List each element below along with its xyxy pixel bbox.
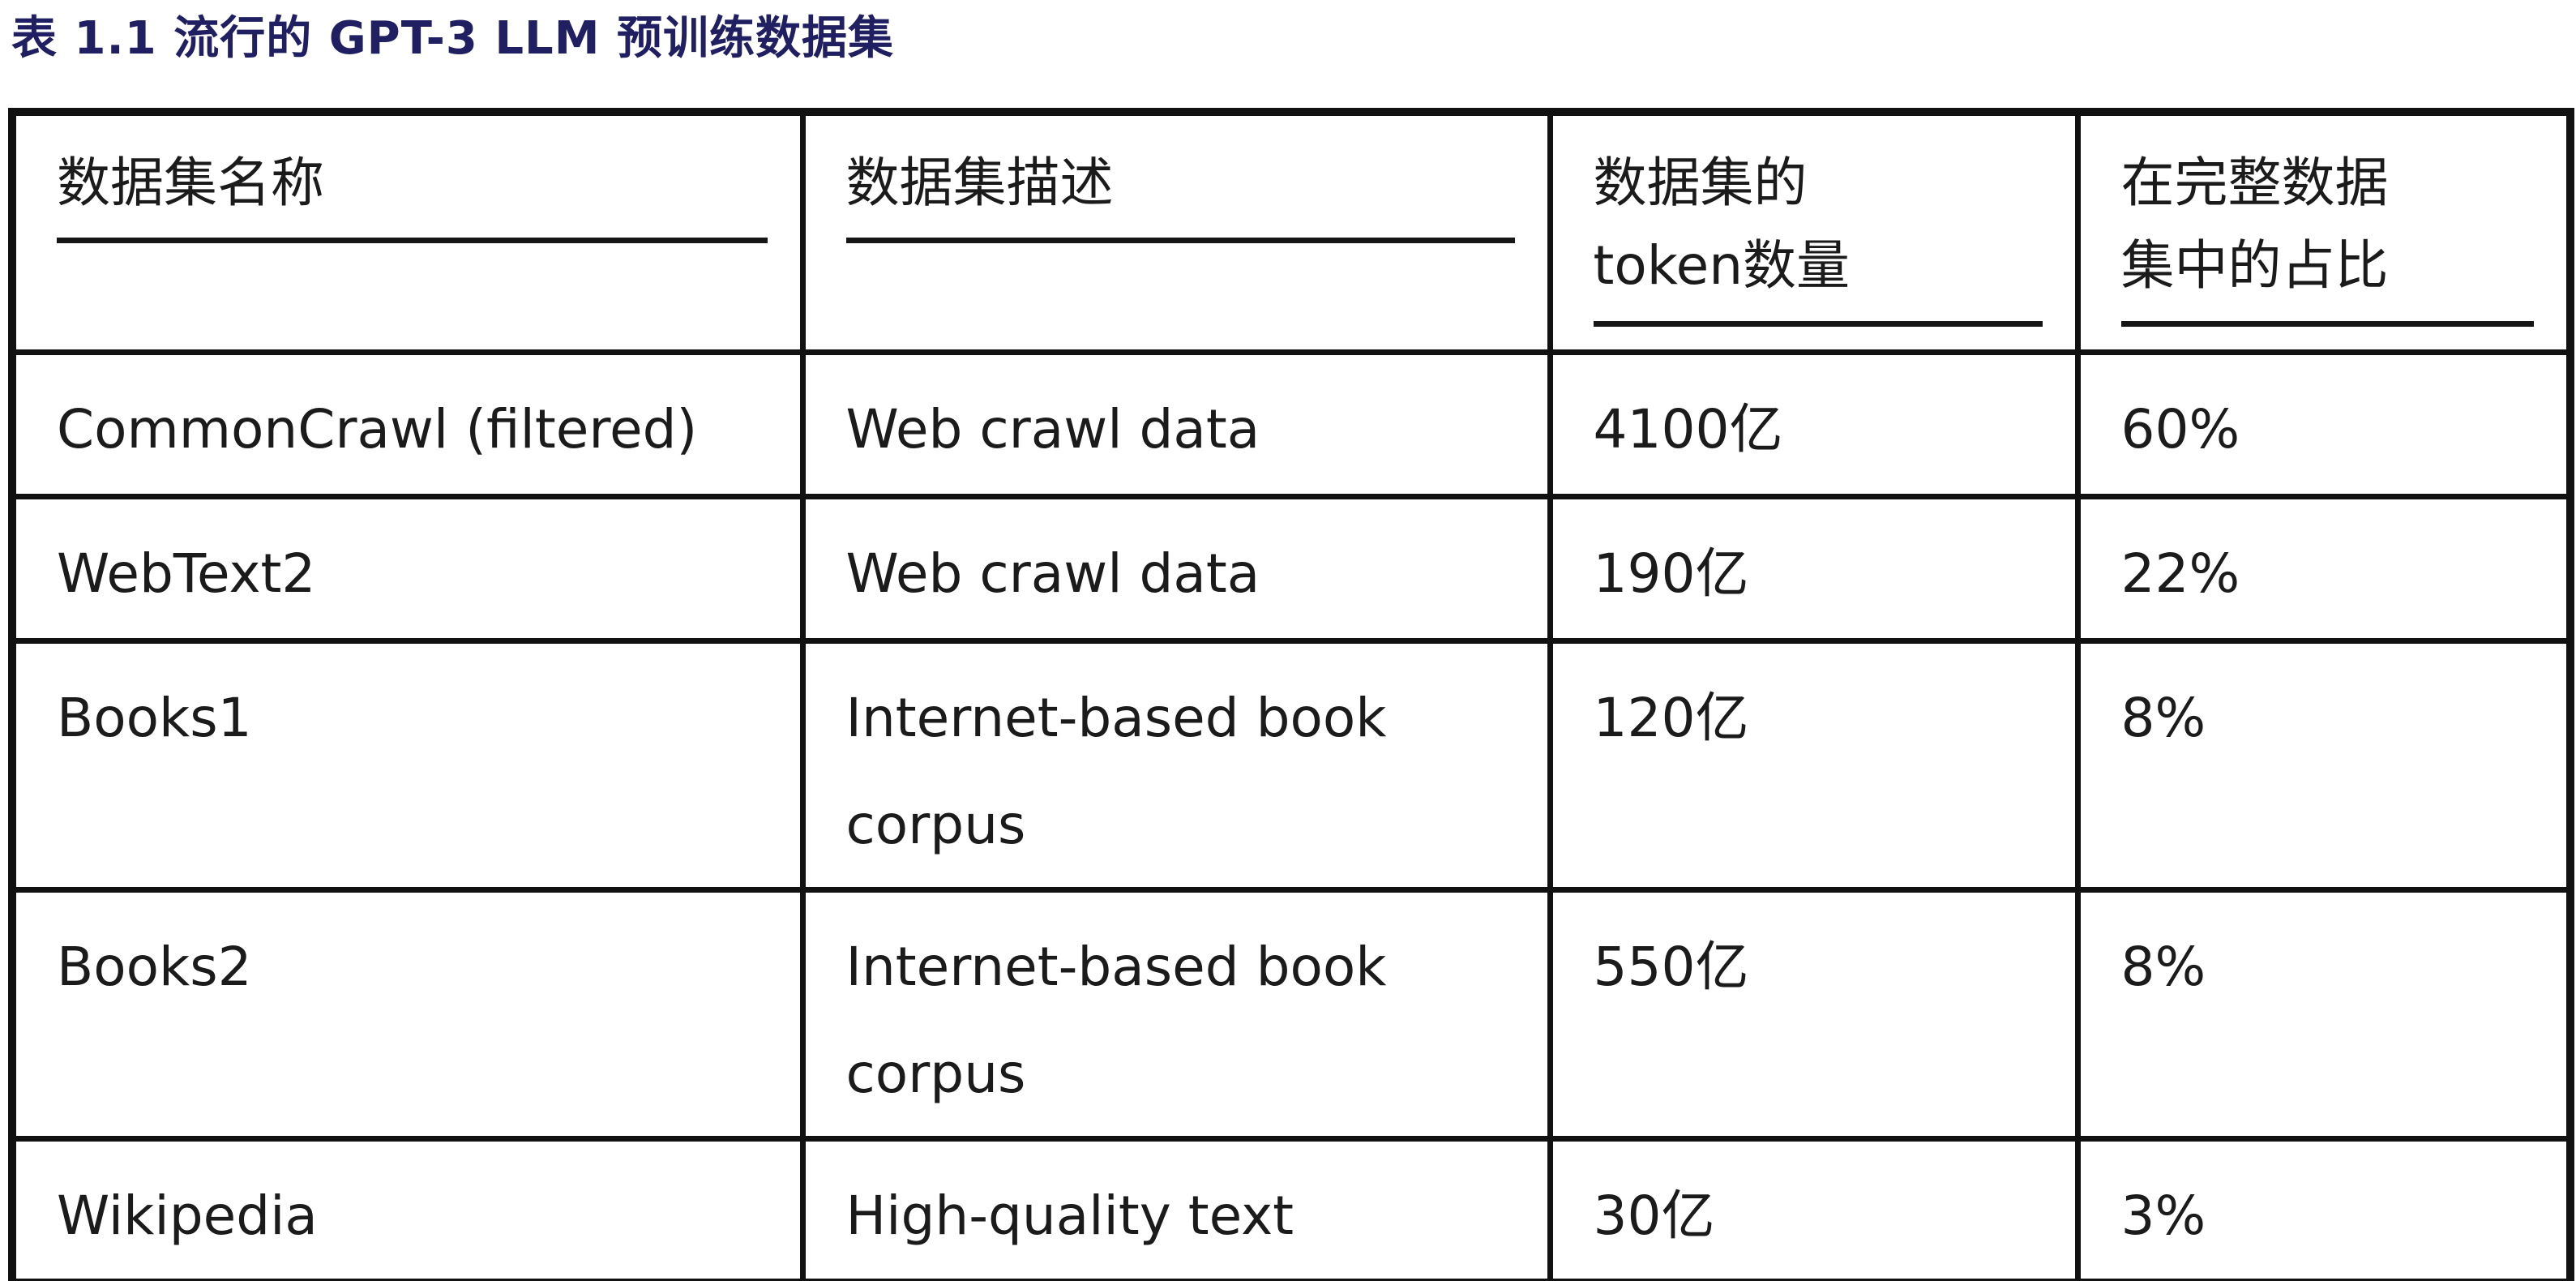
dataset-name: Books1 — [57, 686, 252, 749]
table-row-commoncrawl: CommonCrawl (filtered) Web crawl data 41… — [9, 349, 2574, 499]
share-cell: 60% — [2074, 349, 2574, 499]
header-cell-token-count: 数据集的 token数量 — [1547, 109, 2081, 355]
header-underline-block: 数据集名称 — [57, 142, 768, 244]
share-cell: 8% — [2074, 637, 2574, 893]
share-value: 8% — [2120, 686, 2206, 749]
token-count: 550亿 — [1593, 935, 1749, 998]
token-count-cell: 30亿 — [1547, 1135, 2081, 1281]
token-count: 120亿 — [1593, 686, 1749, 749]
share-cell: 22% — [2074, 493, 2574, 644]
header-underline-block: 在完整数据 集中的占比 — [2120, 142, 2534, 327]
dataset-description: Internet-based book corpus — [845, 686, 1387, 856]
dataset-name-cell: CommonCrawl (filtered) — [9, 349, 806, 499]
header-label: 数据集名称 — [57, 152, 324, 214]
share-cell: 8% — [2074, 886, 2574, 1142]
share-value: 22% — [2120, 542, 2240, 605]
table-row-books1: Books1 Internet-based book corpus 120亿 8… — [9, 637, 2574, 893]
datasets-table-container: 数据集名称 数据集描述 数据集的 token数量 — [8, 108, 2574, 1281]
header-cell-dataset-description: 数据集描述 — [799, 109, 1553, 355]
token-count: 4100亿 — [1593, 397, 1783, 461]
token-count-cell: 550亿 — [1547, 886, 2081, 1142]
dataset-description: Web crawl data — [845, 542, 1260, 605]
header-underline-block: 数据集的 token数量 — [1593, 142, 2043, 327]
token-count-cell: 120亿 — [1547, 637, 2081, 893]
dataset-name-cell: WebText2 — [9, 493, 806, 644]
header-cell-dataset-name: 数据集名称 — [9, 109, 806, 355]
token-count-cell: 190亿 — [1547, 493, 2081, 644]
dataset-description: Web crawl data — [845, 397, 1260, 461]
dataset-name-cell: Wikipedia — [9, 1135, 806, 1281]
share-value: 3% — [2120, 1184, 2206, 1247]
header-cell-share: 在完整数据 集中的占比 — [2074, 109, 2574, 355]
header-label-line2: token数量 — [1593, 234, 1851, 298]
share-value: 60% — [2120, 397, 2240, 461]
header-label: 数据集描述 — [845, 152, 1114, 214]
datasets-table: 数据集名称 数据集描述 数据集的 token数量 — [8, 108, 2574, 1281]
share-cell: 3% — [2074, 1135, 2574, 1281]
table-header-row: 数据集名称 数据集描述 数据集的 token数量 — [9, 109, 2574, 355]
header-label: 在完整数据 — [2120, 152, 2389, 214]
dataset-name-cell: Books2 — [9, 886, 806, 1142]
token-count: 190亿 — [1593, 542, 1749, 605]
header-underline-block: 数据集描述 — [845, 142, 1515, 244]
dataset-description-cell: Internet-based book corpus — [799, 637, 1553, 893]
dataset-description-cell: Internet-based book corpus — [799, 886, 1553, 1142]
table-caption: 表 1.1 流行的 GPT-3 LLM 预训练数据集 — [11, 12, 894, 65]
dataset-name: WebText2 — [57, 542, 316, 605]
table-row-wikipedia: Wikipedia High-quality text 30亿 3% — [9, 1135, 2574, 1281]
dataset-description-cell: Web crawl data — [799, 349, 1553, 499]
token-count-cell: 4100亿 — [1547, 349, 2081, 499]
dataset-description: Internet-based book corpus — [845, 935, 1387, 1105]
table-row-webtext2: WebText2 Web crawl data 190亿 22% — [9, 493, 2574, 644]
dataset-description: High-quality text — [845, 1184, 1294, 1247]
dataset-description-cell: High-quality text — [799, 1135, 1553, 1281]
dataset-name-cell: Books1 — [9, 637, 806, 893]
dataset-description-cell: Web crawl data — [799, 493, 1553, 644]
header-label: 数据集的 — [1593, 152, 1808, 214]
dataset-name: CommonCrawl (filtered) — [57, 397, 698, 461]
share-value: 8% — [2120, 935, 2206, 998]
table-row-books2: Books2 Internet-based book corpus 550亿 8… — [9, 886, 2574, 1142]
dataset-name: Books2 — [57, 935, 252, 998]
token-count: 30亿 — [1593, 1184, 1715, 1247]
dataset-name: Wikipedia — [57, 1184, 318, 1247]
header-label-line2: 集中的占比 — [2120, 234, 2389, 298]
